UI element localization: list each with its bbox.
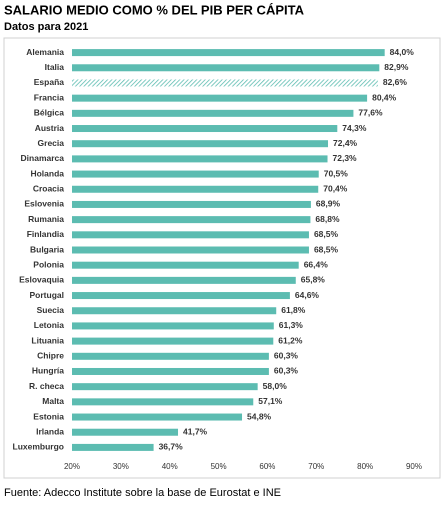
y-tick-label: Portugal [30,290,64,300]
y-tick-label: Letonia [34,320,64,330]
bar [72,125,338,133]
y-tick-label: R. checa [29,381,64,391]
data-label: 74,3% [342,123,367,133]
y-tick-label: Holanda [30,168,64,178]
bar [72,352,269,360]
bar [72,337,274,345]
bar [72,413,243,421]
x-tick-label: 60% [259,462,275,471]
y-tick-label: Eslovenia [24,199,64,209]
y-tick-label: Italia [45,62,65,72]
bar [72,79,378,87]
bar [72,261,299,269]
data-label: 72,4% [333,138,358,148]
x-tick-label: 40% [162,462,178,471]
bar [72,155,328,163]
bar [72,443,154,451]
bar [72,276,296,284]
data-label: 70,5% [324,168,349,178]
bar [72,109,354,117]
bar [72,200,311,208]
y-tick-label: Dinamarca [21,153,65,163]
data-label: 82,6% [383,77,408,87]
y-tick-label: Estonia [33,411,64,421]
data-label: 58,0% [263,381,288,391]
bar [72,216,311,224]
data-label: 72,3% [333,153,358,163]
y-tick-label: Croacia [33,184,64,194]
bar [72,49,385,57]
x-tick-label: 20% [64,462,80,471]
y-tick-label: Luxemburgo [13,442,64,452]
y-tick-label: Malta [42,396,64,406]
bar [72,170,319,178]
y-tick-label: Grecia [38,138,65,148]
bar [72,428,179,436]
data-label: 65,8% [301,275,326,285]
data-label: 68,5% [314,244,339,254]
y-tick-label: Chipre [37,351,64,361]
data-label: 84,0% [390,47,415,57]
y-tick-label: Lituania [31,335,64,345]
y-tick-label: Bélgica [34,108,65,118]
data-label: 41,7% [183,426,208,436]
x-tick-label: 30% [113,462,129,471]
data-label: 36,7% [159,442,184,452]
bar [72,383,258,391]
y-tick-label: Hungría [32,366,64,376]
bar [72,398,254,406]
chart-title: SALARIO MEDIO COMO % DEL PIB PER CÁPITA [4,2,305,17]
bar [72,94,368,102]
y-tick-label: Finlandia [27,229,65,239]
bar [72,292,290,300]
bar [72,64,380,72]
data-label: 68,8% [315,214,340,224]
data-label: 64,6% [295,290,320,300]
y-tick-label: Irlanda [36,426,64,436]
data-label: 61,3% [279,320,304,330]
data-label: 82,9% [384,62,409,72]
data-label: 68,9% [316,199,341,209]
bar [72,322,274,330]
data-label: 80,4% [372,92,397,102]
bar [72,185,319,193]
y-tick-label: Rumania [28,214,64,224]
data-label: 57,1% [258,396,283,406]
y-tick-label: Eslovaquia [19,275,64,285]
data-label: 61,8% [281,305,306,315]
data-label: 60,3% [274,351,299,361]
data-label: 77,6% [358,108,383,118]
data-label: 68,5% [314,229,339,239]
source-note: Fuente: Adecco Institute sobre la base d… [4,487,281,499]
y-tick-label: España [34,77,65,87]
chart-subtitle: Datos para 2021 [4,21,88,33]
bar [72,246,309,254]
x-tick-label: 50% [211,462,227,471]
data-label: 70,4% [323,184,348,194]
plot-frame [3,37,441,479]
bar [72,307,277,315]
x-tick-label: 70% [308,462,324,471]
data-label: 54,8% [247,411,272,421]
data-label: 66,4% [304,259,329,269]
y-tick-label: Alemania [26,47,64,57]
data-label: 61,2% [278,335,303,345]
y-tick-label: Austria [35,123,65,133]
bar [72,367,269,375]
y-tick-label: Bulgaria [30,244,64,254]
y-tick-label: Polonia [33,259,64,269]
x-tick-label: 90% [406,462,422,471]
data-label: 60,3% [274,366,299,376]
bar [72,231,309,239]
y-tick-label: Francia [34,92,65,102]
bar [72,140,329,148]
x-tick-label: 80% [357,462,373,471]
y-tick-label: Suecia [37,305,65,315]
